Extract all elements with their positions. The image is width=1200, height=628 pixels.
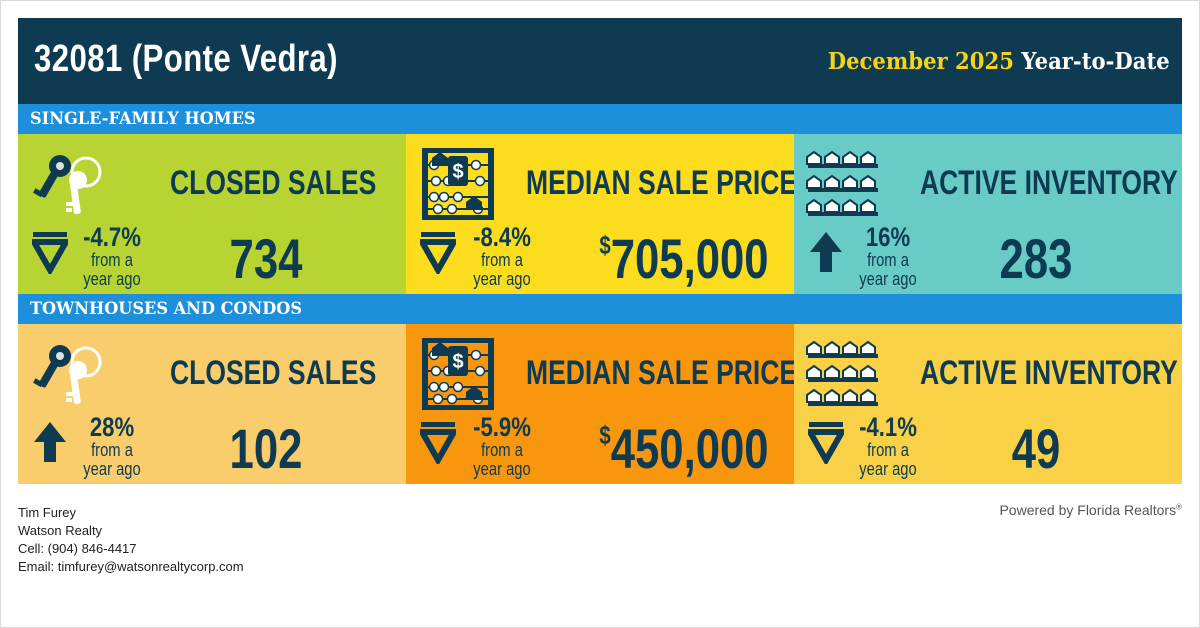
change-percent: -8.4% <box>473 222 531 252</box>
change-percent: 28% <box>89 412 135 442</box>
change-block: 28% from a year ago <box>72 414 152 479</box>
metric-value: 102 <box>165 416 368 481</box>
metric-card: ACTIVE INVENTORY 16% from a year ago 283 <box>794 134 1182 294</box>
metric-number: 705,000 <box>610 227 769 290</box>
registered-mark: ® <box>1176 502 1182 512</box>
agent-cell: Cell: (904) 846-4417 <box>18 541 137 556</box>
currency-symbol: $ <box>599 230 611 260</box>
arrow-down-icon <box>804 420 848 469</box>
change-percent: 16% <box>865 222 911 252</box>
change-block: -4.1% from a year ago <box>848 414 928 479</box>
change-caption-line2: year ago <box>473 458 531 479</box>
metric-title: CLOSED SALES <box>170 164 377 202</box>
change-caption-line2: year ago <box>859 458 917 479</box>
metric-card: ACTIVE INVENTORY -4.1% from a year ago 4… <box>794 324 1182 484</box>
agent-email[interactable]: Email: timfurey@watsonrealtycorp.com <box>18 559 244 574</box>
currency-symbol: $ <box>599 420 611 450</box>
section-bar-single-family: SINGLE-FAMILY HOMES <box>18 104 1182 134</box>
zip-title: 32081 (Ponte Vedra) <box>34 38 338 80</box>
agent-contact: Tim Furey Watson Realty Cell: (904) 846-… <box>18 504 244 576</box>
agent-name: Tim Furey <box>18 505 77 520</box>
header-banner: 32081 (Ponte Vedra) December 2025 Year-t… <box>18 18 1182 104</box>
arrow-up-icon <box>808 230 844 279</box>
change-caption-line1: from a <box>481 250 523 270</box>
change-percent: -4.1% <box>859 412 917 442</box>
change-caption-line2: year ago <box>473 268 531 289</box>
metric-value: $450,000 <box>583 416 786 481</box>
arrow-down-icon <box>416 420 460 469</box>
section-title: SINGLE-FAMILY HOMES <box>30 109 256 129</box>
change-caption-line2: year ago <box>83 268 141 289</box>
metric-value: 49 <box>935 416 1138 481</box>
keys-icon <box>30 144 110 229</box>
change-block: 16% from a year ago <box>848 224 928 289</box>
section-title: TOWNHOUSES AND CONDOS <box>30 299 302 319</box>
period-rest: Year-to-Date <box>1021 48 1170 75</box>
keys-icon <box>30 334 110 419</box>
metric-value: 283 <box>935 226 1138 291</box>
period-highlight: December 2025 <box>828 48 1015 75</box>
metric-title: ACTIVE INVENTORY <box>920 354 1178 392</box>
svg-text:$: $ <box>452 161 463 183</box>
arrow-up-icon <box>32 420 68 469</box>
metric-number: 734 <box>229 227 303 290</box>
change-caption-line2: year ago <box>83 458 141 479</box>
change-caption-line2: year ago <box>859 268 917 289</box>
metric-title: CLOSED SALES <box>170 354 377 392</box>
metric-value: 734 <box>165 226 368 291</box>
change-caption-line1: from a <box>91 440 133 460</box>
metric-number: 283 <box>999 227 1073 290</box>
change-block: -8.4% from a year ago <box>462 224 542 289</box>
abacus-icon: $ <box>418 144 498 229</box>
section-bar-townhouses: TOWNHOUSES AND CONDOS <box>18 294 1182 324</box>
arrow-down-icon <box>416 230 460 279</box>
change-block: -5.9% from a year ago <box>462 414 542 479</box>
metric-card: $ MEDIAN SALE PRICE -8.4% from a year ag… <box>406 134 794 294</box>
houses-icon <box>806 334 882 419</box>
metric-number: 102 <box>229 417 303 480</box>
powered-by: Powered by Florida Realtors® <box>999 502 1182 518</box>
metrics-row-townhouses: CLOSED SALES 28% from a year ago 102 $ M… <box>18 324 1182 484</box>
metric-title: MEDIAN SALE PRICE <box>526 164 794 202</box>
metric-card: CLOSED SALES -4.7% from a year ago 734 <box>18 134 406 294</box>
houses-icon <box>806 144 882 229</box>
agent-company: Watson Realty <box>18 523 103 538</box>
powered-by-text: Powered by Florida Realtors <box>999 502 1177 518</box>
svg-text:$: $ <box>452 351 463 373</box>
abacus-icon: $ <box>418 334 498 419</box>
metric-number: 450,000 <box>610 417 769 480</box>
change-caption-line1: from a <box>867 250 909 270</box>
metrics-row-single-family: CLOSED SALES -4.7% from a year ago 734 $… <box>18 134 1182 294</box>
metric-value: $705,000 <box>583 226 786 291</box>
period-title: December 2025 Year-to-Date <box>828 48 1170 75</box>
change-caption-line1: from a <box>481 440 523 460</box>
change-caption-line1: from a <box>91 250 133 270</box>
metric-number: 49 <box>1011 417 1061 480</box>
change-percent: -4.7% <box>83 222 141 252</box>
metric-card: CLOSED SALES 28% from a year ago 102 <box>18 324 406 484</box>
metric-title: ACTIVE INVENTORY <box>920 164 1178 202</box>
change-percent: -5.9% <box>473 412 531 442</box>
metric-title: MEDIAN SALE PRICE <box>526 354 794 392</box>
change-block: -4.7% from a year ago <box>72 224 152 289</box>
change-caption-line1: from a <box>867 440 909 460</box>
arrow-down-icon <box>28 230 72 279</box>
metric-card: $ MEDIAN SALE PRICE -5.9% from a year ag… <box>406 324 794 484</box>
